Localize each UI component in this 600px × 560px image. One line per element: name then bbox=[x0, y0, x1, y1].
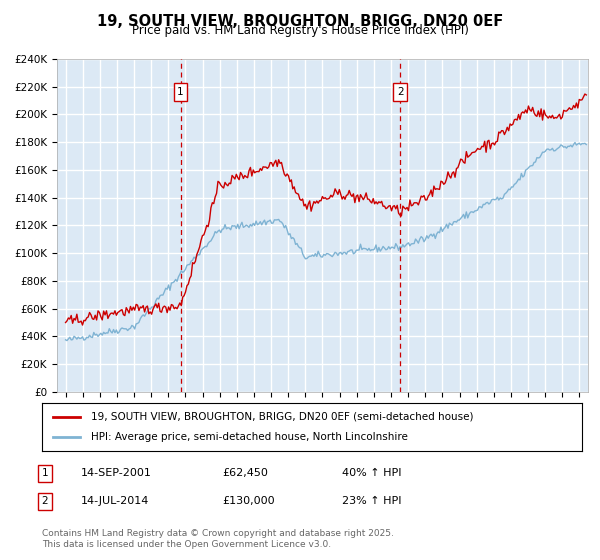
Text: Contains HM Land Registry data © Crown copyright and database right 2025.
This d: Contains HM Land Registry data © Crown c… bbox=[42, 529, 394, 549]
Text: 19, SOUTH VIEW, BROUGHTON, BRIGG, DN20 0EF: 19, SOUTH VIEW, BROUGHTON, BRIGG, DN20 0… bbox=[97, 14, 503, 29]
Text: Price paid vs. HM Land Registry's House Price Index (HPI): Price paid vs. HM Land Registry's House … bbox=[131, 24, 469, 37]
Text: 2: 2 bbox=[397, 87, 404, 97]
Text: 1: 1 bbox=[177, 87, 184, 97]
Text: 19, SOUTH VIEW, BROUGHTON, BRIGG, DN20 0EF (semi-detached house): 19, SOUTH VIEW, BROUGHTON, BRIGG, DN20 0… bbox=[91, 412, 473, 422]
Text: 2: 2 bbox=[41, 496, 49, 506]
Text: 1: 1 bbox=[41, 468, 49, 478]
Text: £130,000: £130,000 bbox=[222, 496, 275, 506]
Text: 23% ↑ HPI: 23% ↑ HPI bbox=[342, 496, 401, 506]
Text: 14-SEP-2001: 14-SEP-2001 bbox=[81, 468, 152, 478]
Text: £62,450: £62,450 bbox=[222, 468, 268, 478]
Text: HPI: Average price, semi-detached house, North Lincolnshire: HPI: Average price, semi-detached house,… bbox=[91, 432, 407, 442]
Text: 14-JUL-2014: 14-JUL-2014 bbox=[81, 496, 149, 506]
Text: 40% ↑ HPI: 40% ↑ HPI bbox=[342, 468, 401, 478]
